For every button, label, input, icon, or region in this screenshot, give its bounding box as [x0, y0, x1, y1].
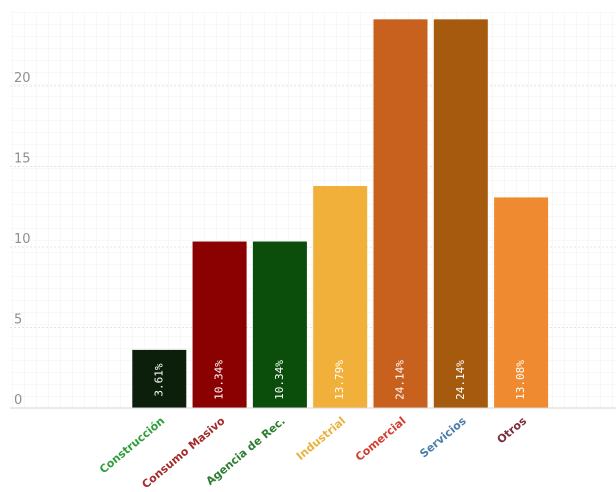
- data-labels: 3.61% 10.34% 10.34% 13.79% 24.14% 24.14% 13.08…: [152, 360, 527, 400]
- x-tick-label: Servicios: [417, 414, 469, 460]
- bar: [252, 241, 307, 408]
- y-tick-label: 5: [14, 313, 22, 328]
- bar: [132, 349, 187, 408]
- bars: [132, 19, 549, 408]
- bar: [494, 197, 549, 408]
- y-tick-label: 15: [14, 152, 31, 167]
- y-tick-label: 10: [14, 232, 31, 247]
- data-label: 13.08%: [514, 360, 527, 400]
- bar: [313, 185, 368, 408]
- data-label: 24.14%: [394, 360, 407, 400]
- data-label: 10.34%: [273, 360, 286, 400]
- x-tick-label: Industrial: [294, 414, 348, 462]
- data-label: 13.79%: [333, 360, 346, 400]
- data-label: 3.61%: [152, 363, 165, 396]
- x-tick-label: Comercial: [353, 414, 408, 463]
- data-label: 10.34%: [213, 360, 226, 400]
- y-tick-label: 20: [14, 71, 31, 86]
- y-axis-ticks: 0 5 10 15 20: [14, 71, 31, 408]
- x-tick-label: Otros: [495, 414, 530, 446]
- data-label: 24.14%: [454, 360, 467, 400]
- bar: [433, 19, 488, 408]
- bar: [373, 19, 428, 408]
- bar: [192, 241, 247, 408]
- y-tick-label: 0: [14, 393, 22, 408]
